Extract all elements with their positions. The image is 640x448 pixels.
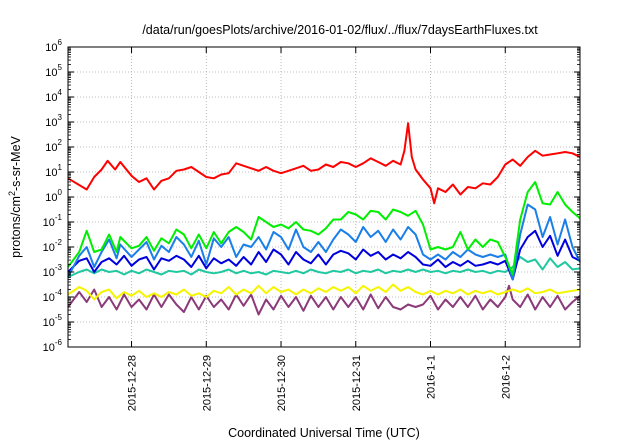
series-line [67, 283, 581, 301]
series-line [67, 122, 581, 205]
series-line [67, 229, 581, 281]
x-axis-label: Coordinated Universal Time (UTC) [228, 426, 420, 440]
y-tick-label: 101 [45, 163, 62, 179]
x-tick-label: 2015-12-28 [127, 355, 139, 411]
chart-title: /data/run/goesPlots/archive/2016-01-02/f… [142, 23, 538, 37]
x-tick-label: 2016-1-1 [426, 355, 438, 399]
grid-lines [68, 47, 580, 347]
y-tick-label: 10-5 [43, 313, 63, 329]
y-tick-label: 106 [45, 38, 62, 54]
series-line [67, 256, 581, 278]
y-axis-label: protons/cm2-s-sr-MeV [7, 135, 23, 257]
series-line [67, 203, 581, 281]
x-tick-label: 2015-12-31 [351, 355, 363, 411]
y-axis-ticks: 10-6 10-5 10-4 10-3 10-2 10-1 100 101 102 103 104 1… [43, 38, 580, 354]
series-lines [67, 122, 581, 316]
y-tick-label: 104 [45, 88, 62, 104]
y-tick-label: 100 [45, 188, 62, 204]
x-axis-ticks: 2015-12-28 2015-12-29 2015-12-30 2015-12-31… [127, 47, 512, 411]
y-tick-label: 105 [45, 63, 62, 79]
x-tick-label: 2015-12-30 [276, 355, 288, 411]
y-tick-label: 10-2 [43, 238, 63, 254]
series-line [67, 181, 581, 276]
y-tick-label: 10-3 [43, 263, 63, 279]
series-line [67, 284, 581, 316]
y-tick-label: 10-4 [43, 288, 63, 304]
y-tick-label: 103 [45, 113, 62, 129]
y-tick-label: 102 [45, 138, 62, 154]
x-tick-label: 2015-12-29 [201, 355, 213, 411]
y-tick-label: 10-6 [43, 338, 63, 354]
x-tick-label: 2016-1-2 [500, 355, 512, 399]
y-tick-label: 10-1 [43, 213, 63, 229]
